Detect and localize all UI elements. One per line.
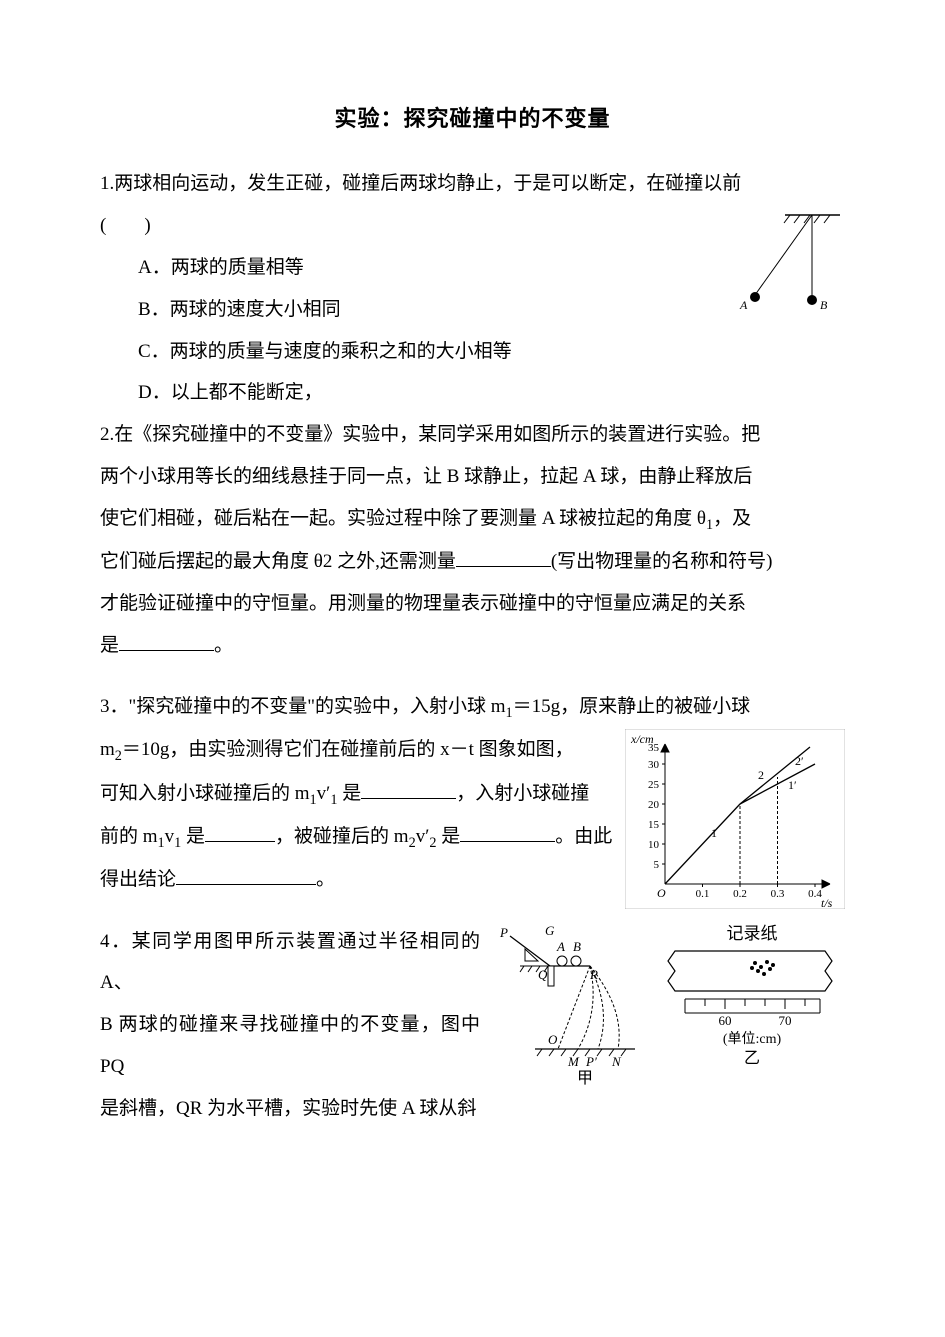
q3-blank-4[interactable] — [176, 865, 316, 885]
q4-figure-right: 记录纸 60 70 (单位:cm) 乙 — [660, 921, 845, 1071]
svg-text:G: G — [545, 923, 555, 938]
question-4: 记录纸 60 70 (单位:cm) 乙 — [100, 921, 845, 1130]
svg-text:2: 2 — [758, 768, 764, 782]
svg-text:0.1: 0.1 — [696, 888, 710, 900]
svg-text:P: P — [499, 925, 508, 940]
svg-text:60: 60 — [719, 1013, 732, 1028]
q3-blank-1[interactable] — [361, 779, 456, 799]
svg-text:1: 1 — [711, 826, 717, 840]
svg-text:30: 30 — [648, 759, 660, 771]
q4-figure-left: P G A B Q R O M P′ N 甲 — [490, 921, 650, 1086]
svg-text:P′: P′ — [585, 1054, 597, 1069]
svg-text:10: 10 — [648, 839, 660, 851]
q2-l4a: 它们碰后摆起的最大角度 θ2 之外,还需测量 — [100, 551, 456, 572]
svg-text:x/cm: x/cm — [630, 732, 654, 746]
q3-blank-2[interactable] — [205, 822, 275, 842]
q2-l6a: 是 — [100, 635, 119, 656]
q2-l2: 两个小球用等长的细线悬挂于同一点，让 B 球静止，拉起 A 球，由静止释放后 — [100, 456, 845, 498]
svg-text:70: 70 — [779, 1013, 792, 1028]
svg-text:R: R — [589, 967, 598, 982]
svg-text:Q: Q — [538, 967, 548, 982]
q1-figure: A B — [700, 205, 845, 320]
doc-title: 实验：探究碰撞中的不变量 — [100, 95, 845, 143]
q1-label-b: B — [820, 298, 828, 312]
svg-text:t/s: t/s — [821, 896, 833, 909]
svg-text:5: 5 — [654, 859, 660, 871]
svg-text:乙: 乙 — [744, 1050, 760, 1067]
q2-blank-2[interactable] — [119, 631, 214, 651]
q2-l5: 才能验证碰撞中的守恒量。用测量的物理量表示碰撞中的守恒量应满足的关系 — [100, 583, 845, 625]
svg-text:甲: 甲 — [577, 1070, 593, 1086]
svg-text:O: O — [548, 1032, 558, 1047]
q2-l3: 使它们相碰，碰后粘在一起。实验过程中除了要测量 A 球被拉起的角度 θ1，及 — [100, 498, 845, 541]
q3-chart: 5 10 15 20 25 30 35 0.1 0.2 0.3 0.4 — [625, 729, 845, 909]
svg-text:M: M — [567, 1054, 580, 1069]
q2-l4: 它们碰后摆起的最大角度 θ2 之外,还需测量 (写出物理量的名称和符号) — [100, 541, 845, 583]
page: 实验：探究碰撞中的不变量 1.两球相向运动，发生正碰，碰撞后两球均静止，于是可以… — [0, 0, 945, 1337]
spacer-1 — [100, 666, 845, 686]
q3-l2a: m — [100, 739, 115, 760]
svg-text:0.2: 0.2 — [733, 888, 747, 900]
q2-blank-1[interactable] — [456, 547, 551, 567]
svg-text:15: 15 — [648, 819, 660, 831]
svg-text:A: A — [556, 939, 565, 954]
q2-l3b: ，及 — [713, 508, 751, 529]
q2-l6: 是。 — [100, 625, 845, 667]
svg-text:20: 20 — [648, 799, 660, 811]
svg-text:B: B — [573, 939, 581, 954]
question-2: 2.在《探究碰撞中的不变量》实验中，某同学采用如图所示的装置进行实验。把 两个小… — [100, 414, 845, 666]
q3-blank-3[interactable] — [460, 822, 555, 842]
q2-l1: 2.在《探究碰撞中的不变量》实验中，某同学采用如图所示的装置进行实验。把 — [100, 414, 845, 456]
q3-l2b: ＝10g，由实验测得它们在碰撞前后的 x－t 图象如图， — [122, 739, 574, 760]
question-1: 1.两球相向运动，发生正碰，碰撞后两球均静止，于是可以断定，在碰撞以前 A B … — [100, 163, 845, 414]
q2-l4b: (写出物理量的名称和符号) — [551, 551, 773, 572]
q1-stem: 1.两球相向运动，发生正碰，碰撞后两球均静止，于是可以断定，在碰撞以前 — [100, 163, 845, 205]
q2-l6b: 。 — [214, 635, 233, 656]
q1-opt-d: D．以上都不能断定， — [100, 372, 845, 414]
question-3: 3．"探究碰撞中的不变量"的实验中，入射小球 m1＝15g，原来静止的被碰小球 … — [100, 686, 845, 900]
svg-text:1′: 1′ — [788, 778, 797, 792]
q3-l1b: ＝15g，原来静止的被碰小球 — [513, 696, 751, 717]
q3-l1a: 3．"探究碰撞中的不变量"的实验中，入射小球 m — [100, 696, 506, 717]
svg-text:(单位:cm): (单位:cm) — [723, 1031, 782, 1047]
q4-l3: 是斜槽，QR 为水平槽，实验时先使 A 球从斜 — [100, 1088, 845, 1130]
q3-l1: 3．"探究碰撞中的不变量"的实验中，入射小球 m1＝15g，原来静止的被碰小球 — [100, 686, 845, 729]
svg-text:记录纸: 记录纸 — [727, 924, 778, 943]
svg-text:0.3: 0.3 — [771, 888, 785, 900]
svg-text:O: O — [657, 886, 666, 900]
svg-text:N: N — [611, 1054, 622, 1069]
q2-l3a: 使它们相碰，碰后粘在一起。实验过程中除了要测量 A 球被拉起的角度 θ — [100, 508, 706, 529]
svg-text:25: 25 — [648, 779, 660, 791]
q1-label-a: A — [739, 298, 748, 312]
svg-text:2′: 2′ — [795, 754, 804, 768]
q1-opt-c: C．两球的质量与速度的乘积之和的大小相等 — [100, 331, 845, 373]
